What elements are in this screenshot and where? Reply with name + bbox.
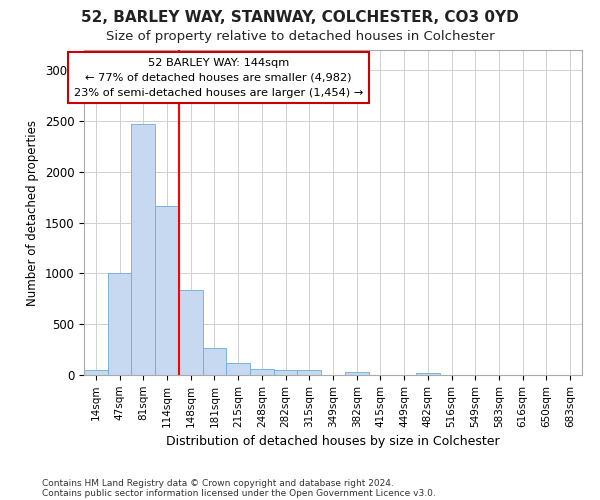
Bar — [345, 372, 368, 375]
Text: 52 BARLEY WAY: 144sqm
← 77% of detached houses are smaller (4,982)
23% of semi-d: 52 BARLEY WAY: 144sqm ← 77% of detached … — [74, 58, 363, 98]
Bar — [226, 363, 250, 375]
Text: Contains public sector information licensed under the Open Government Licence v3: Contains public sector information licen… — [42, 488, 436, 498]
Bar — [203, 348, 226, 375]
Bar — [108, 274, 131, 375]
Text: Size of property relative to detached houses in Colchester: Size of property relative to detached ho… — [106, 30, 494, 43]
Bar — [155, 206, 179, 375]
Bar — [274, 370, 298, 375]
Bar — [416, 373, 440, 375]
Text: Contains HM Land Registry data © Crown copyright and database right 2024.: Contains HM Land Registry data © Crown c… — [42, 478, 394, 488]
Bar — [250, 370, 274, 375]
Text: 52, BARLEY WAY, STANWAY, COLCHESTER, CO3 0YD: 52, BARLEY WAY, STANWAY, COLCHESTER, CO3… — [81, 10, 519, 25]
Bar — [298, 370, 321, 375]
X-axis label: Distribution of detached houses by size in Colchester: Distribution of detached houses by size … — [166, 435, 500, 448]
Bar — [84, 370, 108, 375]
Bar — [131, 124, 155, 375]
Bar — [179, 290, 203, 375]
Y-axis label: Number of detached properties: Number of detached properties — [26, 120, 39, 306]
